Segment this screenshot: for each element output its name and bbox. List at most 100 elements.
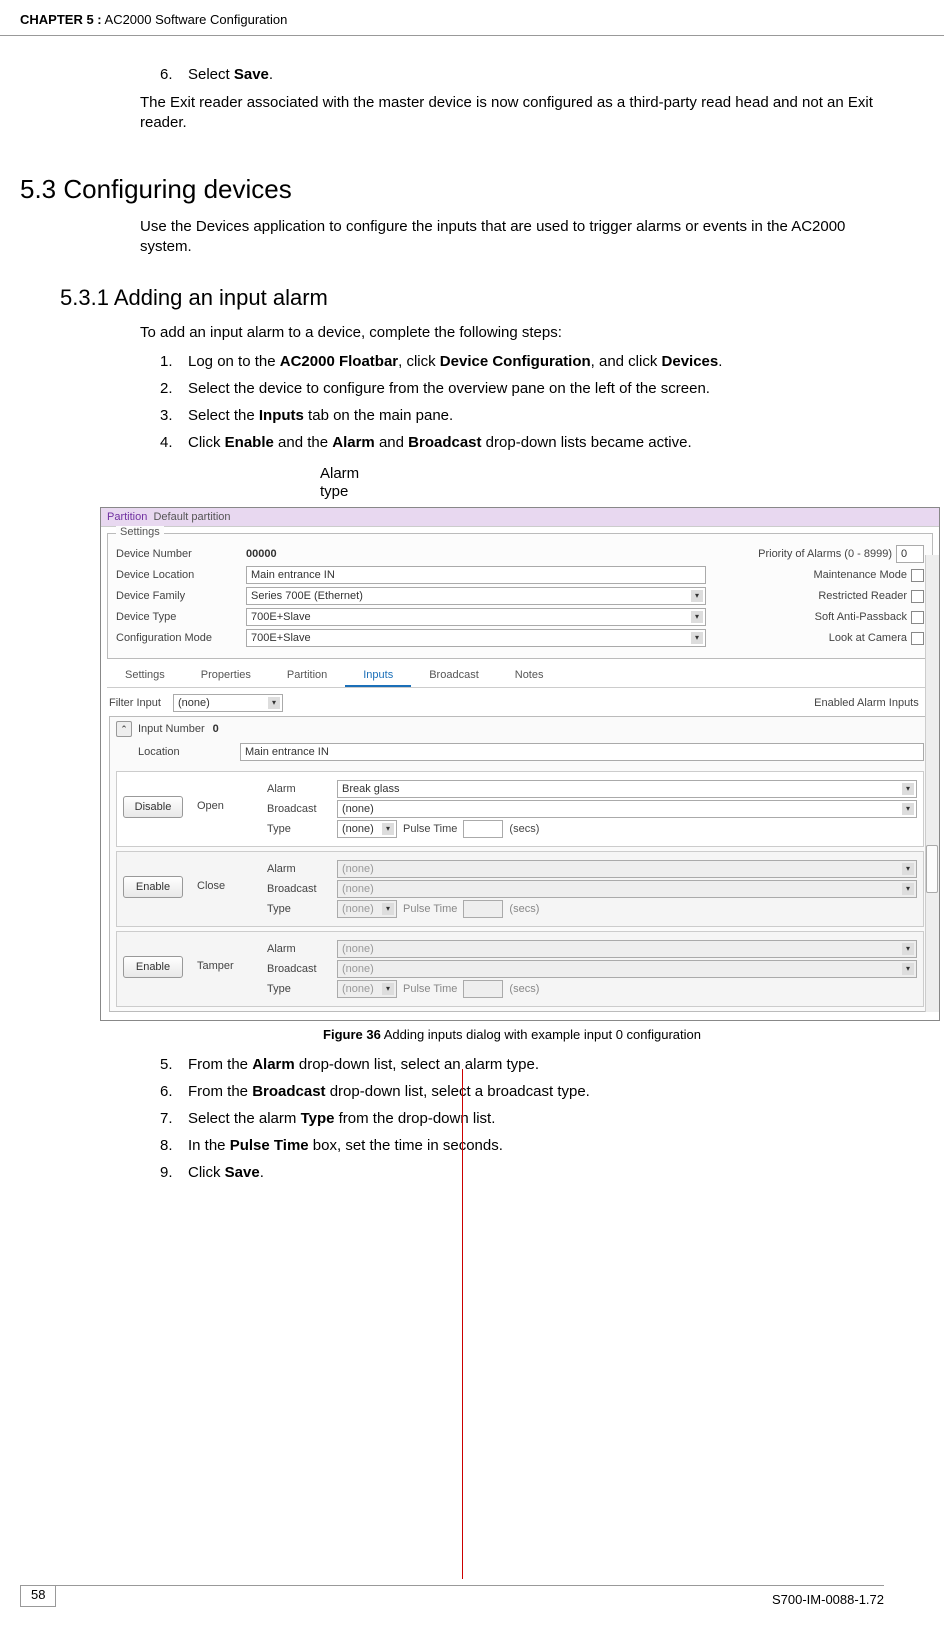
chevron-down-icon: ▾ [902, 863, 914, 875]
type-close-select: (none)▾ [337, 900, 397, 918]
soft-checkbox[interactable] [911, 611, 924, 624]
step-9: 9.Click Save. [140, 1164, 884, 1181]
scrollbar[interactable] [925, 555, 939, 1012]
para-devices-intro: Use the Devices application to configure… [140, 217, 884, 258]
chevron-down-icon: ▾ [902, 963, 914, 975]
figure-caption: Figure 36 Adding inputs dialog with exam… [140, 1027, 884, 1042]
tab-settings[interactable]: Settings [107, 665, 183, 687]
collapse-button[interactable]: ⌃ [116, 721, 132, 737]
restricted-checkbox[interactable] [911, 590, 924, 603]
page-header: CHAPTER 5 : AC2000 Software Configuratio… [0, 0, 944, 36]
location-input[interactable]: Main entrance IN [240, 743, 924, 761]
broadcast-close-select: (none)▾ [337, 880, 917, 898]
input-number-label: Input Number [138, 723, 205, 735]
section-5-3: 5.3 Configuring devices [20, 174, 884, 205]
device-location-input[interactable]: Main entrance IN [246, 566, 706, 584]
tab-broadcast[interactable]: Broadcast [411, 665, 497, 687]
filter-label: Filter Input [109, 697, 161, 709]
tab-notes[interactable]: Notes [497, 665, 562, 687]
input-number: 0 [213, 723, 219, 735]
callout-alarm-type: Alarmtype [320, 465, 884, 501]
tab-inputs[interactable]: Inputs [345, 665, 411, 687]
pulse-label: Pulse Time [403, 823, 457, 835]
camera-checkbox[interactable] [911, 632, 924, 645]
filter-select[interactable]: (none)▾ [173, 694, 283, 712]
chapter-title: AC2000 Software Configuration [102, 12, 288, 27]
tab-bar: Settings Properties Partition Inputs Bro… [107, 665, 933, 688]
tab-partition[interactable]: Partition [269, 665, 345, 687]
enable-close-button[interactable]: Enable [123, 876, 183, 898]
tab-properties[interactable]: Properties [183, 665, 269, 687]
alarm-label: Alarm [267, 783, 337, 795]
config-mode-label: Configuration Mode [116, 632, 246, 644]
chevron-down-icon: ▾ [382, 983, 394, 995]
input-panel: ⌃ Input Number 0 Location Main entrance … [109, 716, 931, 1012]
devices-screenshot: Partition Default partition Settings Dev… [100, 507, 940, 1021]
chevron-down-icon: ▾ [268, 697, 280, 709]
section-5-3-1: 5.3.1 Adding an input alarm [60, 285, 884, 311]
chevron-down-icon: ▾ [691, 611, 703, 623]
broadcast-open-select[interactable]: (none)▾ [337, 800, 917, 818]
location-row: Location Main entrance IN [110, 741, 930, 767]
enabled-inputs: Enabled Alarm Inputs 0 [814, 697, 931, 709]
para-exit-reader: The Exit reader associated with the mast… [140, 93, 884, 134]
step-3: 3.Select the Inputs tab on the main pane… [140, 407, 884, 424]
state-tamper-label: Tamper [197, 960, 247, 972]
priority-label: Priority of Alarms (0 - 8999) [746, 548, 896, 560]
step-5: 5.From the Alarm drop-down list, select … [140, 1056, 884, 1073]
partition-bar: Partition Default partition [101, 508, 939, 527]
device-location-label: Device Location [116, 569, 246, 581]
step-6: 6.From the Broadcast drop-down list, sel… [140, 1083, 884, 1100]
settings-title: Settings [116, 526, 164, 538]
secs-label: (secs) [509, 823, 539, 835]
para-add-alarm-intro: To add an input alarm to a device, compl… [140, 323, 884, 343]
input-header: ⌃ Input Number 0 [110, 717, 930, 741]
state-close-label: Close [197, 880, 247, 892]
step-2: 2.Select the device to configure from th… [140, 380, 884, 397]
step-1: 1.Log on to the AC2000 Floatbar, click D… [140, 353, 884, 370]
config-mode-select[interactable]: 700E+Slave▾ [246, 629, 706, 647]
device-family-label: Device Family [116, 590, 246, 602]
step-7: 7.Select the alarm Type from the drop-do… [140, 1110, 884, 1127]
broadcast-tamper-select: (none)▾ [337, 960, 917, 978]
soft-label: Soft Anti-Passback [761, 611, 911, 623]
alarm-tamper-select: (none)▾ [337, 940, 917, 958]
chevron-down-icon: ▾ [382, 903, 394, 915]
maint-checkbox[interactable] [911, 569, 924, 582]
pulse-open-input[interactable] [463, 820, 503, 838]
state-open-group: Disable Open AlarmBreak glass▾ Broadcast… [116, 771, 924, 847]
page-footer: 58 S700-IM-0088-1.72 [20, 1585, 884, 1607]
chevron-down-icon: ▾ [902, 783, 914, 795]
camera-label: Look at Camera [761, 632, 911, 644]
chevron-down-icon: ▾ [691, 632, 703, 644]
disable-button[interactable]: Disable [123, 796, 183, 818]
chevron-down-icon: ▾ [902, 803, 914, 815]
chevron-down-icon: ▾ [902, 883, 914, 895]
settings-group: Settings Device Number 00000 Priority of… [107, 533, 933, 659]
state-close-group: Enable Close Alarm(none)▾ Broadcast(none… [116, 851, 924, 927]
step-num: 6. [160, 66, 188, 83]
alarm-close-select: (none)▾ [337, 860, 917, 878]
device-type-select[interactable]: 700E+Slave▾ [246, 608, 706, 626]
chevron-down-icon: ▾ [382, 823, 394, 835]
broadcast-label: Broadcast [267, 803, 337, 815]
pulse-close-input [463, 900, 503, 918]
device-type-label: Device Type [116, 611, 246, 623]
type-tamper-select: (none)▾ [337, 980, 397, 998]
state-open-label: Open [197, 800, 247, 812]
step-4: 4.Click Enable and the Alarm and Broadca… [140, 434, 884, 451]
enable-tamper-button[interactable]: Enable [123, 956, 183, 978]
location-label: Location [138, 746, 240, 758]
device-number-label: Device Number [116, 548, 246, 560]
alarm-open-select[interactable]: Break glass▾ [337, 780, 917, 798]
page-number: 58 [20, 1585, 56, 1607]
chevron-down-icon: ▾ [902, 943, 914, 955]
scrollbar-thumb[interactable] [926, 845, 938, 893]
step-6-top: 6.Select Save. [140, 66, 884, 83]
restricted-label: Restricted Reader [761, 590, 911, 602]
doc-id: S700-IM-0088-1.72 [772, 1592, 884, 1607]
chapter-label: CHAPTER 5 : [20, 12, 102, 27]
priority-input[interactable]: 0 [896, 545, 924, 563]
device-family-select[interactable]: Series 700E (Ethernet)▾ [246, 587, 706, 605]
type-open-select[interactable]: (none)▾ [337, 820, 397, 838]
